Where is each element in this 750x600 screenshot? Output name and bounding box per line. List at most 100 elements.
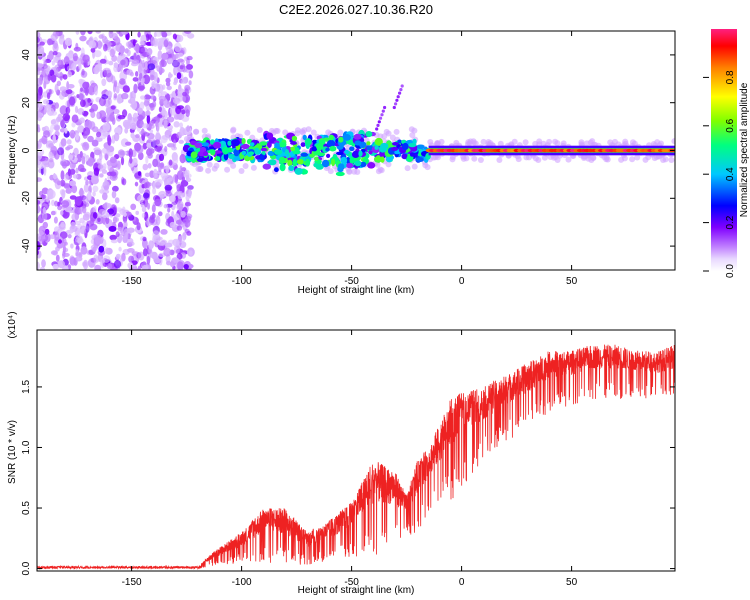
noise-blob	[169, 93, 173, 99]
noise-blob	[121, 31, 129, 35]
noise-blob	[164, 184, 173, 191]
y-tick-label: -40	[21, 238, 32, 253]
signal-blob	[349, 156, 355, 165]
noise-blob	[144, 110, 151, 116]
noise-blob	[172, 33, 177, 40]
noise-blob	[147, 163, 152, 169]
noise-blob	[71, 114, 79, 123]
noise-blob	[174, 244, 180, 254]
noise-blob	[58, 91, 65, 100]
noise-blob	[146, 142, 152, 148]
noise-blob	[104, 178, 108, 187]
noise-blob	[75, 132, 79, 141]
noise-blob	[50, 74, 57, 83]
figure-title: C2E2.2026.027.10.36.R20	[279, 2, 433, 17]
noise-blob	[141, 212, 146, 219]
noise-blob	[105, 216, 110, 225]
noise-blob	[137, 31, 141, 38]
bottom-y-axis: 0.0 0.5 1.0 1.5	[21, 380, 675, 576]
noise-blob	[47, 189, 56, 199]
noise-blob	[135, 71, 139, 77]
halo-blob	[438, 138, 445, 145]
noise-blob	[88, 40, 97, 49]
noise-blob	[97, 217, 101, 222]
signal-blob	[213, 141, 222, 149]
noise-blob	[52, 42, 59, 53]
signal-blob	[415, 157, 425, 163]
noise-blob	[69, 180, 76, 187]
x-tick-label: -50	[344, 276, 359, 287]
noise-blob	[63, 241, 68, 246]
noise-blob	[155, 181, 161, 189]
noise-blob	[139, 40, 145, 46]
noise-blob	[102, 43, 108, 52]
noise-blob	[87, 175, 93, 181]
signal-blob	[262, 163, 271, 170]
noise-blob	[37, 31, 41, 38]
noise-blob	[80, 87, 84, 92]
noise-blob	[145, 33, 150, 42]
noise-blob	[48, 158, 54, 163]
signal-blob	[274, 142, 280, 149]
x-tick-label: -150	[122, 276, 142, 287]
snr-panel: -150 -100 -50 0 50 0.0 0.5 1.0 1.5 Height of st…	[7, 311, 676, 596]
halo-blob	[662, 156, 669, 163]
noise-blob	[152, 158, 159, 168]
signal-blob	[326, 139, 336, 148]
noise-blob	[60, 170, 65, 181]
x-tick-label: 0	[459, 577, 465, 588]
signal-blob	[290, 146, 296, 151]
noise-blob	[172, 238, 180, 247]
noise-blob	[75, 201, 81, 207]
signal-blob	[326, 153, 331, 158]
noise-blob	[141, 77, 145, 84]
noise-blob	[60, 119, 65, 128]
colorbar-axis: 0.0 0.2 0.4 0.6 0.8	[703, 70, 736, 278]
noise-blob	[79, 187, 84, 197]
noise-blob	[142, 236, 147, 242]
noise-blob	[115, 217, 119, 222]
noise-blob	[105, 113, 110, 124]
noise-blob	[93, 149, 102, 156]
snr-line	[37, 344, 675, 570]
noise-blob	[176, 219, 182, 225]
noise-blob	[50, 250, 58, 256]
noise-blob	[163, 204, 168, 209]
signal-blob	[259, 141, 268, 146]
noise-blob	[130, 97, 136, 104]
noise-blob	[184, 104, 191, 114]
noise-blob	[130, 122, 137, 130]
noise-blob	[145, 155, 149, 164]
noise-blob	[82, 127, 91, 136]
signal-blob	[266, 132, 274, 140]
signal-blob	[249, 142, 255, 147]
noise-blob	[177, 58, 184, 63]
noise-blob	[169, 221, 176, 228]
noise-blob	[179, 122, 184, 129]
noise-blob	[146, 148, 153, 156]
noise-blob	[108, 60, 114, 66]
colorbar-tick-label: 0.4	[725, 167, 736, 181]
signal-blob	[278, 156, 286, 164]
noise-blob	[161, 134, 170, 141]
noise-blob	[102, 163, 107, 170]
noise-blob	[87, 191, 92, 201]
noise-blob	[96, 111, 100, 120]
halo-blob	[658, 140, 664, 147]
noise-blob	[137, 194, 145, 203]
noise-blob	[63, 174, 69, 181]
noise-blob	[49, 110, 58, 116]
signal-blob	[279, 163, 286, 172]
noise-blob	[41, 211, 48, 221]
noise-blob	[154, 121, 159, 128]
noise-blob	[103, 185, 109, 191]
noise-blob	[120, 156, 125, 166]
signal-blob	[380, 156, 385, 163]
noise-blob	[88, 86, 93, 95]
noise-blob	[105, 90, 113, 97]
noise-blob	[122, 206, 126, 214]
signal-blob	[392, 142, 399, 146]
signal-blob	[199, 146, 207, 153]
noise-blob	[37, 124, 40, 129]
halo-blob	[471, 155, 478, 162]
